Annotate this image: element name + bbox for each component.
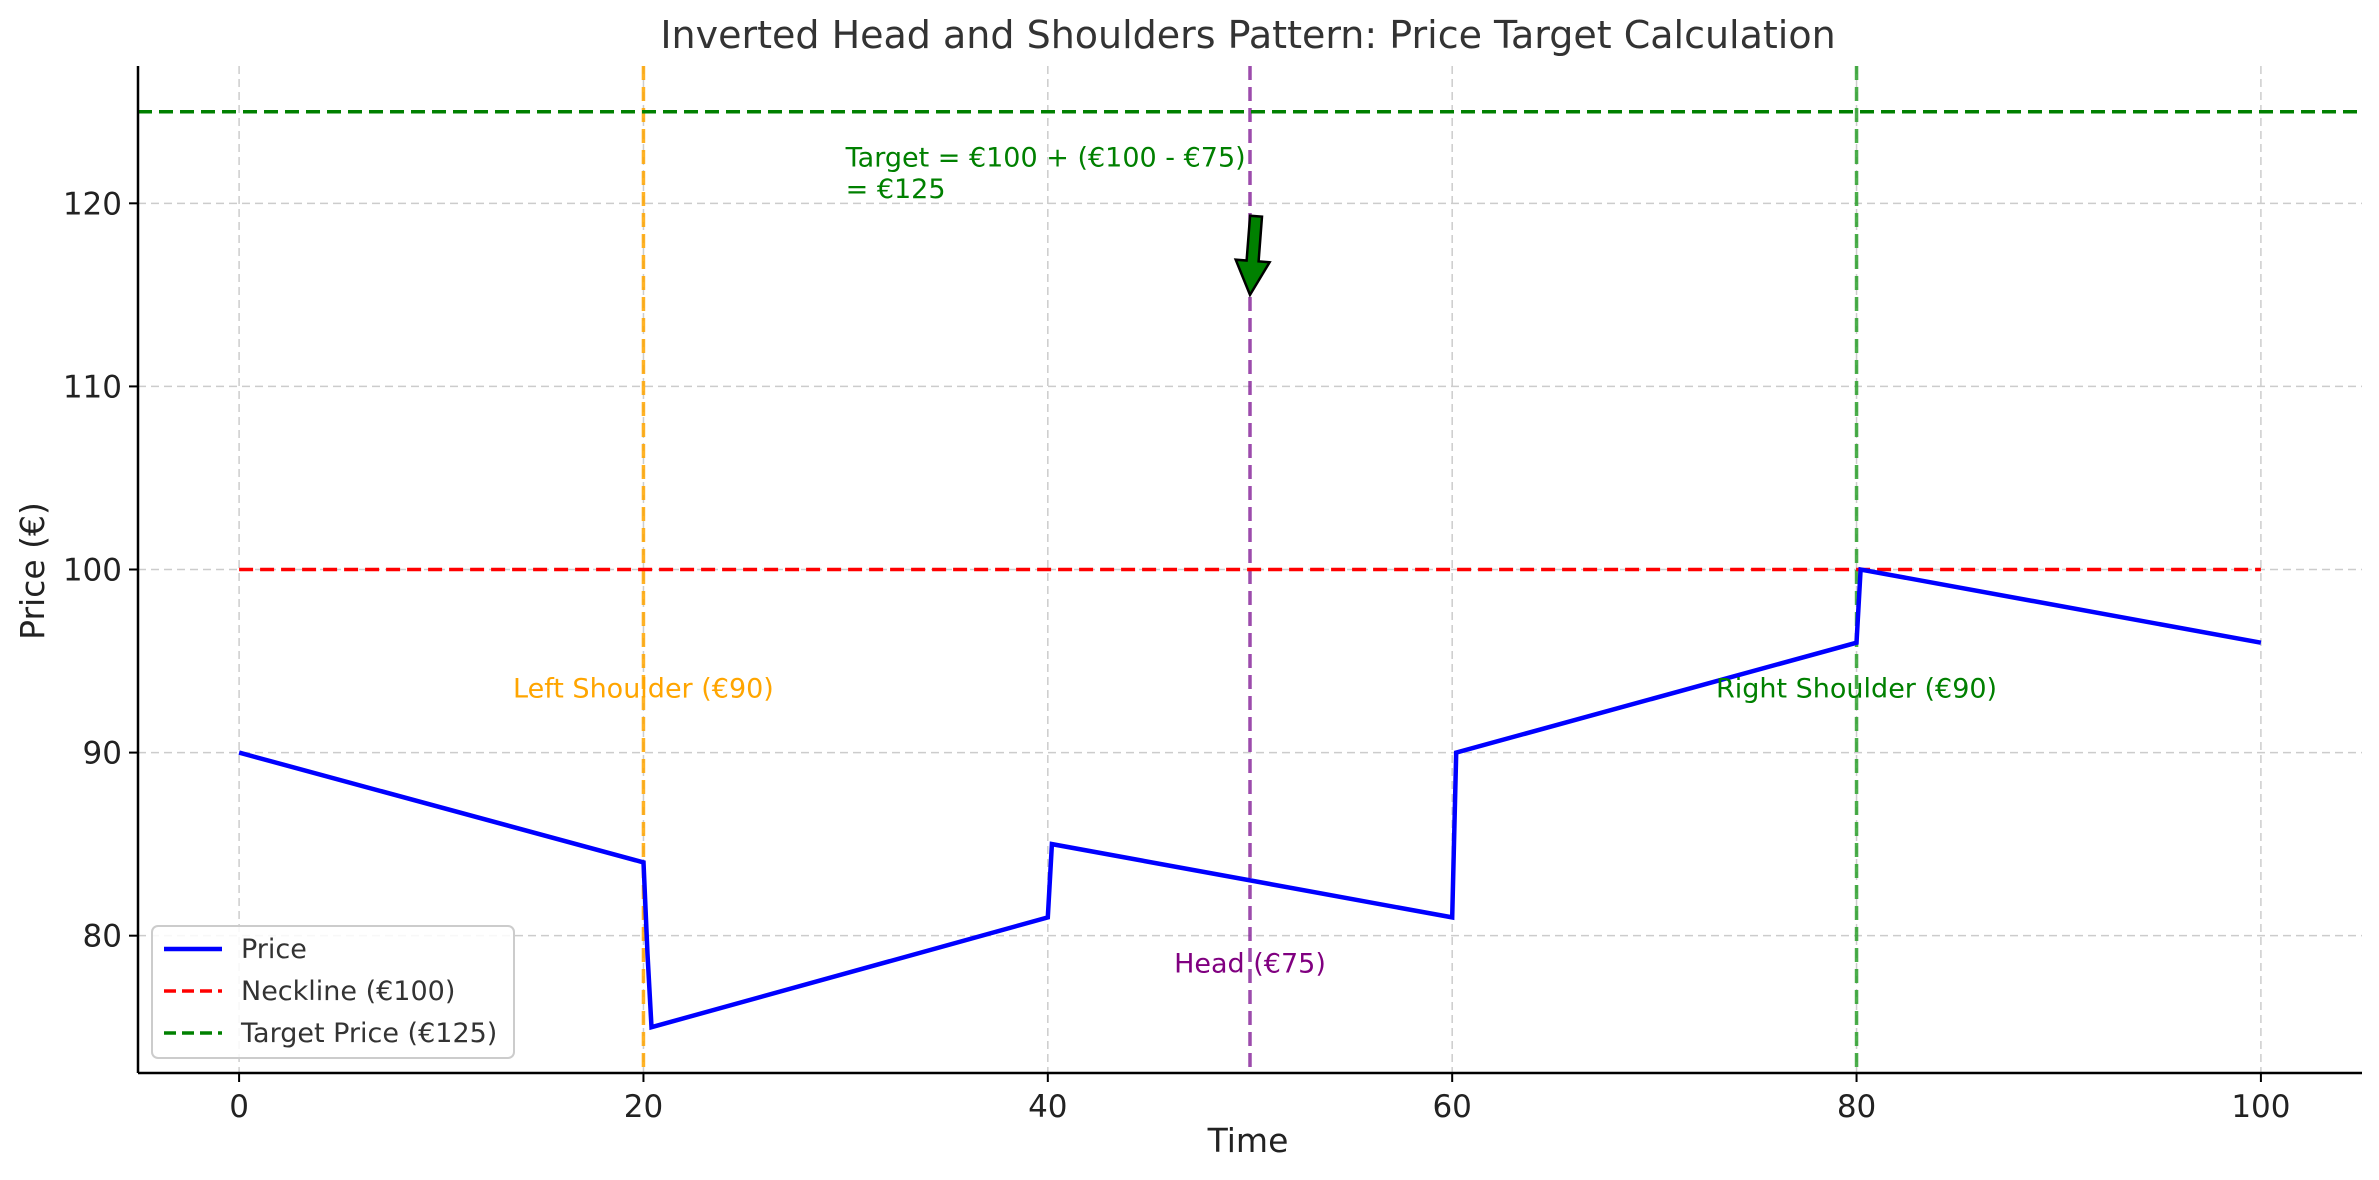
x-tick-label: 80 bbox=[1837, 1089, 1876, 1125]
legend-entry-label: Price bbox=[241, 934, 307, 965]
y-tick-label: 110 bbox=[63, 369, 122, 405]
x-tick-label: 20 bbox=[624, 1089, 663, 1125]
y-tick-label: 100 bbox=[63, 553, 122, 589]
y-tick-label: 90 bbox=[83, 736, 122, 772]
y-tick-label: 80 bbox=[83, 919, 122, 955]
y-tick-label: 120 bbox=[63, 186, 122, 222]
annotation-label: = €125 bbox=[846, 174, 946, 205]
annotation-label: Right Shoulder (€90) bbox=[1716, 674, 1997, 705]
x-tick-label: 40 bbox=[1028, 1089, 1067, 1125]
legend: Price Neckline (€100) Target Price (€125) bbox=[151, 925, 515, 1059]
series-layer bbox=[238, 566, 2262, 1031]
target-arrow bbox=[1233, 214, 1272, 298]
x-tick-label: 60 bbox=[1432, 1089, 1471, 1125]
axes-layer: 0 20 40 60 80 100 80 90 100 110 120 bbox=[63, 66, 2362, 1125]
annotations-layer: Left Shoulder (€90) Head (€75) Right Shoul… bbox=[513, 143, 1997, 980]
annotation-label: Target = €100 + (€100 - €75) bbox=[845, 143, 1246, 174]
legend-box bbox=[151, 925, 515, 1059]
legend-entry-label: Neckline (€100) bbox=[241, 976, 455, 1007]
price-series-line bbox=[238, 566, 2262, 1031]
annotation-label: Head (€75) bbox=[1174, 948, 1326, 979]
y-axis-label: Price (€) bbox=[13, 502, 52, 640]
x-tick-label: 100 bbox=[2231, 1089, 2290, 1125]
annotation-label: Left Shoulder (€90) bbox=[513, 674, 774, 705]
reference-lines bbox=[138, 66, 2362, 1073]
x-tick-label: 0 bbox=[229, 1089, 249, 1125]
legend-entry-label: Target Price (€125) bbox=[240, 1018, 497, 1049]
x-axis-label: Time bbox=[1207, 1121, 1289, 1160]
chart-title: Inverted Head and Shoulders Pattern: Pri… bbox=[660, 13, 1835, 57]
